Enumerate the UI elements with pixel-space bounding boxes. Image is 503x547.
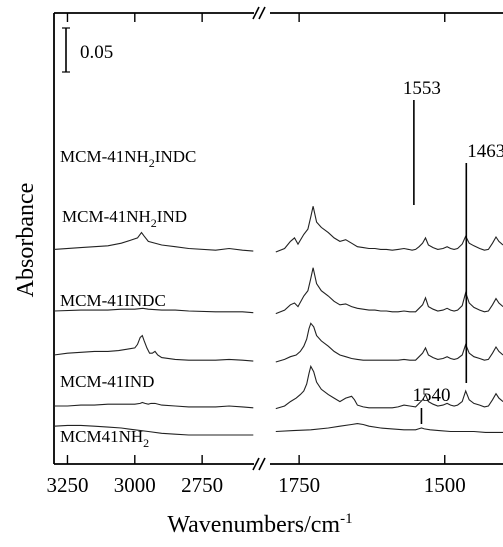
series-label: MCM-41NH2IND bbox=[62, 207, 187, 230]
axis-break-bottom bbox=[252, 457, 266, 471]
scale-bar: 0.05 bbox=[62, 27, 113, 73]
spectrum-line-left bbox=[53, 334, 254, 362]
x-tick-label: 3000 bbox=[114, 473, 156, 497]
x-tick-label: 3250 bbox=[46, 473, 88, 497]
peak-label: 1540 bbox=[412, 385, 450, 406]
peak-label: 1553 bbox=[403, 78, 441, 99]
series-label-subscript: 2 bbox=[151, 216, 157, 230]
series-label-name: MCM-41IND bbox=[60, 372, 154, 391]
series-label-name: MCM41NH bbox=[60, 427, 143, 446]
spectrum-line-left bbox=[54, 401, 254, 409]
spectrum-line-right bbox=[275, 364, 503, 410]
peak-annotations: 1553 1463 1540 bbox=[403, 78, 503, 424]
x-axis-title-text: Wavenumbers/cm bbox=[167, 512, 340, 538]
x-axis-title-exponent: -1 bbox=[340, 511, 353, 527]
series-label-subscript: 2 bbox=[143, 436, 149, 450]
spectrum-line-left bbox=[53, 231, 254, 252]
series-label-name: MCM-41NH bbox=[60, 147, 149, 166]
series-label-name: MCM-41INDC bbox=[60, 291, 166, 310]
spectrum-line-left bbox=[53, 307, 254, 314]
series-label-name: MCM-41NH bbox=[62, 207, 151, 226]
x-tick-label: 1500 bbox=[424, 473, 466, 497]
plot-frame bbox=[53, 6, 503, 471]
series-labels: MCM-41NH2INDCMCM-41NH2INDMCM-41INDCMCM-4… bbox=[60, 147, 196, 450]
peak-label: 1463 bbox=[467, 141, 503, 162]
scale-bar-label: 0.05 bbox=[80, 42, 113, 63]
series-label: MCM41NH2 bbox=[60, 427, 149, 450]
series-label-subscript: 2 bbox=[149, 156, 155, 170]
spectra bbox=[53, 206, 503, 436]
x-axis-ticks: 3250 3000 2750 1750 1500 bbox=[46, 13, 466, 497]
axis-break-top bbox=[252, 6, 266, 20]
series-label-suffix: IND bbox=[157, 207, 187, 226]
x-axis-title: Wavenumbers/cm-1 bbox=[167, 511, 352, 538]
spectrum-line-right bbox=[275, 322, 503, 363]
spectrum-line-right bbox=[275, 206, 503, 253]
series-label: MCM-41INDC bbox=[60, 291, 166, 310]
series-label: MCM-41IND bbox=[60, 372, 154, 391]
x-tick-label: 2750 bbox=[181, 473, 223, 497]
spectrum-line-left bbox=[53, 424, 254, 436]
spectrum-line-right bbox=[275, 423, 503, 433]
spectrum-line-right bbox=[275, 267, 503, 315]
series-label-suffix: INDC bbox=[155, 147, 197, 166]
x-tick-label: 1750 bbox=[278, 473, 320, 497]
series-label: MCM-41NH2INDC bbox=[60, 147, 196, 170]
y-axis-title: Absorbance bbox=[13, 183, 39, 298]
